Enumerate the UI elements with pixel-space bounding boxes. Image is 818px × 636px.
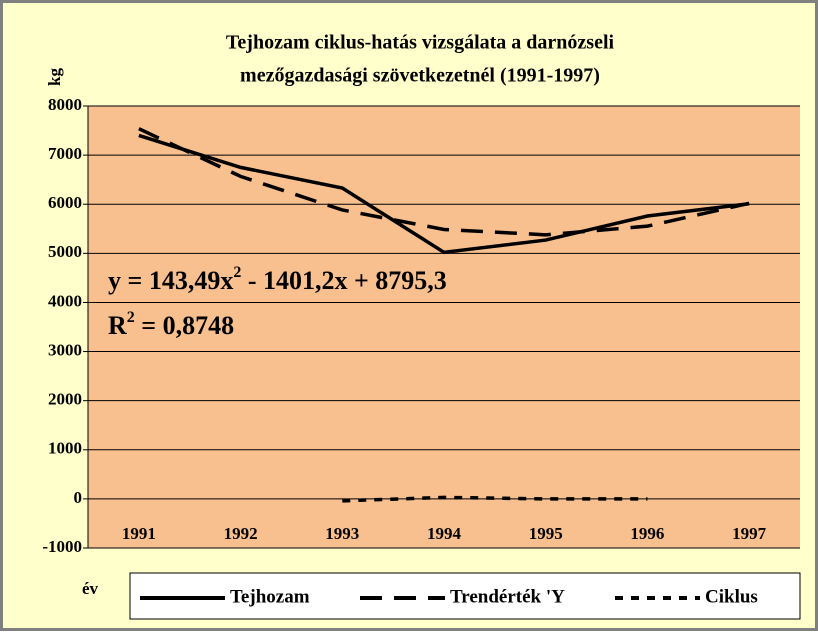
r-squared: R2 = 0,8748 [108, 309, 234, 340]
x-axis-label: év [82, 579, 99, 598]
legend-label: Tejhozam [230, 586, 310, 607]
legend [129, 572, 801, 620]
series-line [342, 495, 648, 503]
series-line [138, 127, 750, 237]
r-text: R [108, 311, 127, 340]
x-tick-label: 1995 [529, 524, 563, 543]
x-tick-label: 1993 [325, 524, 359, 543]
x-tick-label: 1991 [122, 524, 156, 543]
equation-sup: 2 [233, 264, 241, 281]
y-tick-label: 7000 [48, 144, 82, 163]
y-tick-label: 8000 [48, 95, 82, 114]
x-tick-label: 1994 [427, 524, 462, 543]
y-tick-label: 3000 [48, 340, 82, 359]
chart-title: mezőgazdasági szövetkezetnél (1991-1997) [240, 65, 600, 87]
legend-label: Ciklus [705, 586, 758, 607]
trend-equation: y = 143,49x2 - 1401,2x + 8795,3 [108, 264, 447, 295]
x-tick-label: 1997 [732, 524, 767, 543]
y-axis-label: kg [45, 68, 64, 86]
equation-rest: - 1401,2x + 8795,3 [241, 266, 446, 295]
legend-label: Trendérték 'Y [450, 586, 565, 607]
plot-area [88, 106, 800, 548]
y-tick-label: 1000 [48, 439, 82, 458]
x-tick-label: 1996 [630, 524, 664, 543]
series-line [138, 133, 750, 255]
x-tick-label: 1992 [224, 524, 258, 543]
y-tick-label: 2000 [48, 390, 82, 409]
equation-text: y = 143,49x [108, 266, 233, 295]
y-tick-label: 6000 [48, 193, 82, 212]
r-rest: = 0,8748 [135, 311, 234, 340]
y-tick-label: -1000 [42, 537, 82, 556]
y-tick-label: 5000 [48, 242, 82, 261]
chart-title: Tejhozam ciklus-hatás vizsgálata a darnó… [226, 32, 615, 54]
y-tick-label: 4000 [48, 291, 82, 310]
y-tick-label: 0 [74, 488, 83, 507]
r-sup: 2 [127, 309, 135, 326]
